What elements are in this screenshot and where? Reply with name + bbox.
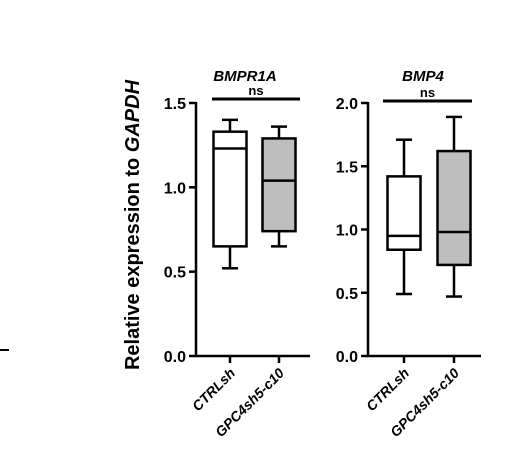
bmp4-title: BMP4 — [402, 68, 444, 85]
y-tick-label: 1.0 — [164, 180, 186, 197]
y-tick-label: 2.0 — [336, 96, 358, 113]
y-tick-label: 1.5 — [164, 96, 186, 113]
y-tick-label: 1.0 — [336, 223, 358, 240]
box-iqr — [212, 130, 248, 248]
y-axis-label: Relative expression to GAPDH — [122, 79, 144, 370]
box-GPC4sh5-c10 — [436, 115, 472, 298]
y-tick-label: 0.0 — [164, 349, 186, 366]
x-category-label: CTRLsh — [189, 365, 238, 414]
box-GPC4sh5-c10 — [261, 125, 297, 248]
y-tick-label: 0.0 — [336, 349, 358, 366]
box-CTRLsh — [212, 118, 248, 270]
y-tick-label: 0.5 — [336, 286, 358, 303]
x-category-label: CTRLsh — [363, 365, 412, 414]
significance-label: ns — [420, 85, 435, 100]
box-iqr — [261, 137, 297, 233]
significance-label: ns — [248, 83, 263, 98]
box-iqr — [386, 175, 422, 251]
box-iqr — [436, 149, 472, 267]
y-tick-label: 1.5 — [336, 159, 358, 176]
box-CTRLsh — [386, 138, 422, 296]
bmpr1a-title: BMPR1A — [213, 68, 276, 85]
y-tick-label: 0.5 — [164, 265, 186, 282]
